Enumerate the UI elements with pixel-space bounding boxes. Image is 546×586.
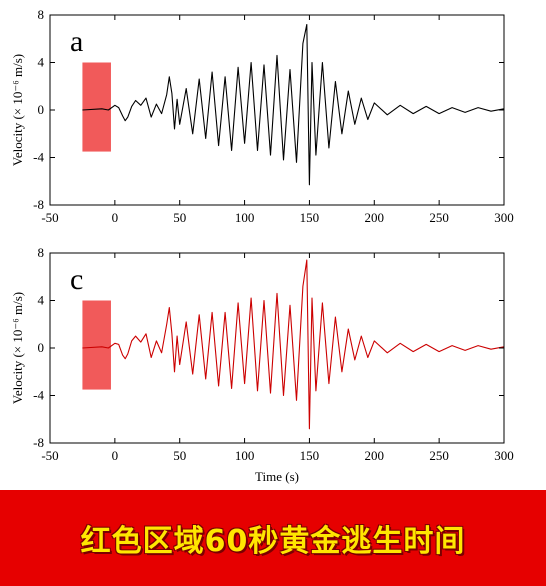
x-tick-label: 150 [300, 210, 320, 225]
x-tick-label: 150 [300, 448, 320, 463]
y-tick-label: 4 [38, 55, 45, 70]
x-axis-title: Time (s) [255, 469, 299, 484]
x-tick-label: 200 [365, 448, 385, 463]
y-tick-label: 4 [38, 293, 45, 308]
x-tick-label: 100 [235, 210, 255, 225]
panel-a: -50 0 50 100 150 200 250 300 -8 -4 0 4 8 Velocity (× … [10, 7, 514, 225]
y-tick-label: -4 [33, 150, 44, 165]
series-line [82, 259, 505, 430]
y-tick-label: 0 [38, 102, 45, 117]
y-tick-label: -8 [33, 435, 44, 450]
y-axis-title: Velocity (× 10⁻⁶ m/s) [10, 54, 25, 166]
banner-text: 红色区域60秒黄金逃生时间 [80, 524, 466, 559]
series-line [82, 23, 505, 186]
warning-banner: 红色区域60秒黄金逃生时间 [0, 490, 546, 586]
highlight-region [82, 300, 111, 390]
x-tick-label: -50 [41, 210, 58, 225]
y-tick-label: -4 [33, 388, 44, 403]
y-tick-label: 0 [38, 340, 45, 355]
x-tick-label: -50 [41, 448, 58, 463]
y-axis-title: Velocity (× 10⁻⁶ m/s) [10, 292, 25, 404]
x-tick-label: 0 [112, 448, 119, 463]
panel-c: -50 0 50 100 150 200 250 300 -8 -4 0 4 8 Velocity (× … [10, 245, 514, 484]
x-tick-label: 200 [365, 210, 385, 225]
x-tick-label: 300 [494, 210, 514, 225]
plot-frame [49, 252, 505, 444]
panel-letter: a [70, 25, 83, 58]
x-tick-label: 50 [173, 448, 186, 463]
x-tick-label: 0 [112, 210, 119, 225]
seismogram-figure: -50 0 50 100 150 200 250 300 -8 -4 0 4 8 Velocity (× … [10, 7, 514, 484]
x-tick-label: 100 [235, 448, 255, 463]
x-tick-label: 250 [429, 448, 449, 463]
x-tick-label: 250 [429, 210, 449, 225]
panel-letter: c [70, 263, 83, 296]
plot-frame [49, 14, 505, 206]
x-tick-label: 50 [173, 210, 186, 225]
y-tick-label: 8 [38, 245, 45, 260]
y-tick-label: 8 [38, 7, 45, 22]
x-tick-label: 300 [494, 448, 514, 463]
highlight-region [82, 62, 111, 152]
y-tick-label: -8 [33, 197, 44, 212]
